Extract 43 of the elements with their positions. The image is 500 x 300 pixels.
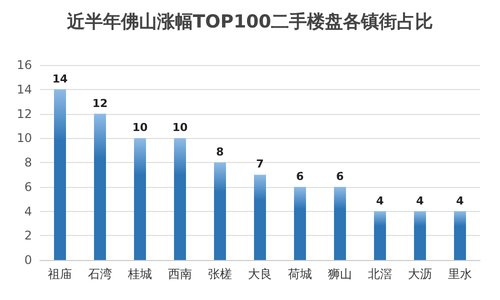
x-tick-label: 张槎 — [208, 267, 232, 281]
y-tick-label: 0 — [24, 253, 32, 267]
bar — [54, 89, 66, 260]
data-label: 8 — [216, 146, 224, 158]
x-tick-label: 桂城 — [127, 267, 152, 281]
x-tick-label: 大良 — [248, 267, 272, 281]
data-label: 7 — [256, 158, 264, 171]
x-tick-label: 里水 — [448, 267, 472, 281]
bar — [374, 211, 386, 260]
x-tick-label: 祖庙 — [48, 267, 72, 281]
data-label: 10 — [172, 121, 188, 134]
y-tick-label: 2 — [24, 228, 32, 243]
chart-title: 近半年佛山涨幅TOP100二手楼盘各镇街占比 — [66, 12, 434, 32]
x-tick-label: 北滘 — [368, 267, 392, 281]
bar — [414, 211, 426, 260]
bar — [254, 174, 266, 260]
bar — [214, 162, 226, 260]
bar — [454, 211, 466, 260]
y-tick-label: 14 — [16, 82, 32, 96]
data-label: 14 — [52, 72, 68, 86]
bar — [294, 186, 306, 260]
x-tick-label: 荷城 — [288, 267, 312, 281]
data-label: 6 — [336, 170, 344, 183]
y-tick-label: 10 — [16, 131, 32, 146]
data-label: 6 — [296, 170, 304, 183]
x-tick-label: 石湾 — [88, 267, 112, 281]
bar — [334, 186, 346, 260]
x-tick-label: 大沥 — [408, 267, 432, 281]
y-tick-label: 12 — [16, 106, 32, 121]
bar — [174, 138, 186, 260]
data-label: 4 — [376, 194, 384, 208]
y-tick-label: 4 — [24, 204, 32, 218]
x-tick-label: 西南 — [168, 267, 192, 281]
y-tick-label: 6 — [24, 180, 32, 194]
bar — [94, 114, 106, 260]
data-label: 10 — [132, 121, 148, 134]
data-label: 12 — [92, 96, 108, 110]
x-tick-label: 狮山 — [328, 267, 352, 281]
y-tick-label: 8 — [24, 156, 32, 170]
data-label: 4 — [416, 194, 424, 208]
y-tick-label: 16 — [16, 58, 32, 72]
bar — [134, 138, 146, 260]
data-label: 4 — [456, 194, 464, 208]
